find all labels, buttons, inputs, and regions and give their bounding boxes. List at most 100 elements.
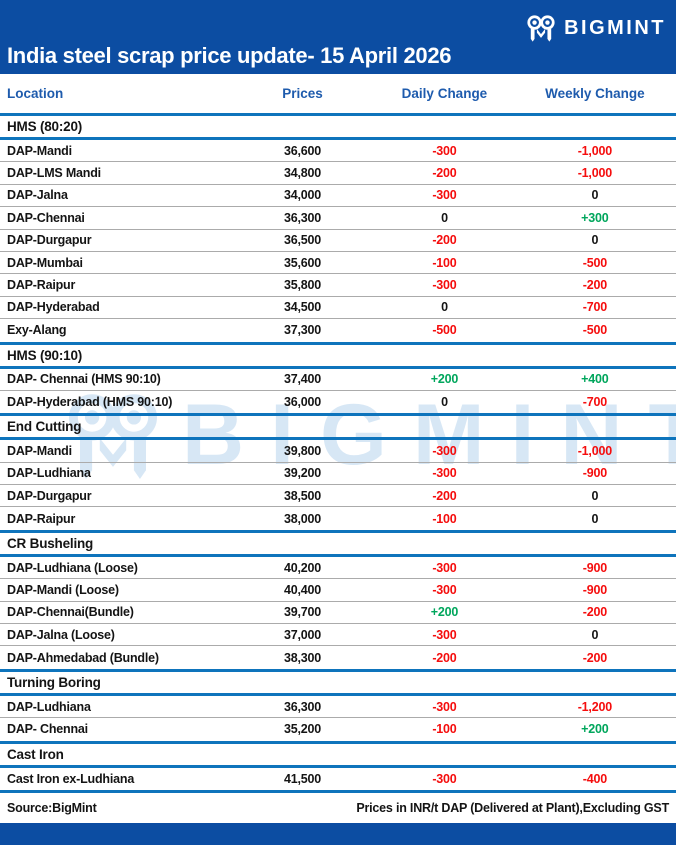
daily-change-cell: -100 [432,511,457,526]
daily-change-cell: -200 [432,166,457,181]
weekly-change-cell: 0 [591,188,599,203]
price-cell: 37,000 [283,627,322,642]
daily-change-cell: -100 [432,722,457,737]
weekly-change-cell: -1,200 [577,699,612,714]
table-section: CR Busheling DAP-Ludhiana (Loose) 40,200 -3… [0,529,676,669]
price-cell: 36,500 [283,233,322,248]
weekly-change-cell: 0 [591,627,599,642]
column-header-row: Location Prices Daily Change Weekly Chan… [0,74,676,113]
location-cell: DAP-Durgapur [7,233,92,248]
weekly-change-cell: -1,000 [577,166,612,181]
weekly-change-cell: +400 [581,372,609,387]
table-body: HMS (80:20) DAP-Mandi 36,600 -300 -1,000 DAP-… [0,113,676,790]
location-cell: DAP-Mandi (Loose) [7,582,119,597]
location-cell: DAP-LMS Mandi [7,166,101,181]
daily-change-cell: +200 [430,605,459,620]
table-row: DAP-Ludhiana 36,300 -300 -1,200 [0,696,676,719]
table-section: HMS (80:20) DAP-Mandi 36,600 -300 -1,000 DAP-… [0,113,676,342]
location-cell: DAP-Hyderabad [7,300,100,315]
section-header: HMS (80:20) [0,113,676,140]
page-title: India steel scrap price update- 15 April… [7,43,452,68]
location-cell: Cast Iron ex-Ludhiana [7,771,135,786]
weekly-change-cell: -1,000 [577,143,612,158]
location-cell: DAP-Chennai [7,210,85,225]
daily-change-cell: 0 [441,300,448,315]
table-row: DAP-Jalna (Loose) 37,000 -300 0 [0,624,676,647]
section-header: Cast Iron [0,740,676,768]
location-cell: DAP-Durgapur [7,488,92,503]
table-section: HMS (90:10) DAP- Chennai (HMS 90:10) 37,40… [0,341,676,414]
daily-change-cell: -300 [432,771,457,786]
daily-change-cell: -300 [432,582,457,597]
section-header: HMS (90:10) [0,341,676,369]
daily-change-cell: 0 [441,395,448,410]
price-cell: 41,500 [283,771,322,786]
daily-change-cell: -300 [432,699,457,714]
daily-change-cell: 0 [441,210,448,225]
table-row: DAP-Mumbai 35,600 -100 -500 [0,252,676,275]
column-header-prices: Prices [282,86,323,101]
source-note: Source:BigMint [7,800,97,815]
daily-change-cell: -200 [432,488,457,503]
column-header-weekly-change: Weekly Change [545,86,645,101]
daily-change-cell: -300 [432,466,457,481]
section-header: End Cutting [0,413,676,441]
location-cell: DAP-Ludhiana (Loose) [7,560,138,575]
weekly-change-cell: -200 [582,605,607,620]
daily-change-cell: -300 [432,627,457,642]
weekly-change-cell: -700 [582,395,607,410]
price-cell: 40,200 [283,560,322,575]
weekly-change-cell: +200 [581,722,609,737]
table-section: Turning Boring DAP-Ludhiana 36,300 -300 -1,2… [0,668,676,741]
table-row: DAP-LMS Mandi 34,800 -200 -1,000 [0,162,676,185]
weekly-change-cell: -900 [582,582,607,597]
weekly-change-cell: 0 [591,233,599,248]
table-row: DAP-Ludhiana 39,200 -300 -900 [0,463,676,486]
daily-change-cell: -300 [432,560,457,575]
daily-change-cell: -500 [432,323,457,338]
weekly-change-cell: -500 [582,255,607,270]
location-cell: DAP-Chennai(Bundle) [7,605,134,620]
banner: BIGMINT India steel scrap price update- … [0,0,676,74]
location-cell: DAP-Hyderabad (HMS 90:10) [7,395,173,410]
weekly-change-cell: -900 [582,466,607,481]
daily-change-cell: +200 [430,372,459,387]
weekly-change-cell: -200 [582,278,607,293]
weekly-change-cell: +300 [581,210,609,225]
daily-change-cell: -300 [432,143,457,158]
table-row: Cast Iron ex-Ludhiana 41,500 -300 -400 [0,768,676,790]
table-row: DAP-Durgapur 38,500 -200 0 [0,485,676,508]
price-cell: 39,200 [283,466,322,481]
table-row: DAP- Chennai (HMS 90:10) 37,400 +200 +400 [0,369,676,391]
table-row: DAP-Ludhiana (Loose) 40,200 -300 -900 [0,557,676,580]
table-row: DAP-Mandi (Loose) 40,400 -300 -900 [0,579,676,602]
weekly-change-cell: -900 [582,560,607,575]
price-cell: 40,400 [283,582,322,597]
daily-change-cell: -200 [432,233,457,248]
price-cell: 38,000 [283,511,322,526]
weekly-change-cell: -700 [582,300,607,315]
price-cell: 35,600 [283,255,322,270]
weekly-change-cell: -400 [582,771,607,786]
daily-change-cell: -300 [432,278,457,293]
location-cell: DAP-Ludhiana [7,699,91,714]
price-cell: 39,700 [283,605,322,620]
daily-change-cell: -100 [432,255,457,270]
price-cell: 36,300 [283,210,322,225]
price-cell: 36,600 [283,143,322,158]
price-cell: 37,300 [283,323,322,338]
table-row: DAP-Mandi 36,600 -300 -1,000 [0,140,676,163]
table-row: DAP-Jalna 34,000 -300 0 [0,185,676,208]
weekly-change-cell: 0 [591,488,599,503]
weekly-change-cell: 0 [591,511,599,526]
price-unit-note: Prices in INR/t DAP (Delivered at Plant)… [356,800,669,815]
bigmint-logo-icon [527,15,555,42]
location-cell: DAP-Raipur [7,278,76,293]
table-row: DAP-Hyderabad 34,500 0 -700 [0,297,676,320]
table-row: DAP-Raipur 35,800 -300 -200 [0,274,676,297]
price-cell: 39,800 [283,443,322,458]
table-row: Exy-Alang 37,300 -500 -500 [0,319,676,341]
section-header: CR Busheling [0,529,676,557]
brand-name: BIGMINT [564,16,666,39]
location-cell: DAP-Mandi [7,143,72,158]
